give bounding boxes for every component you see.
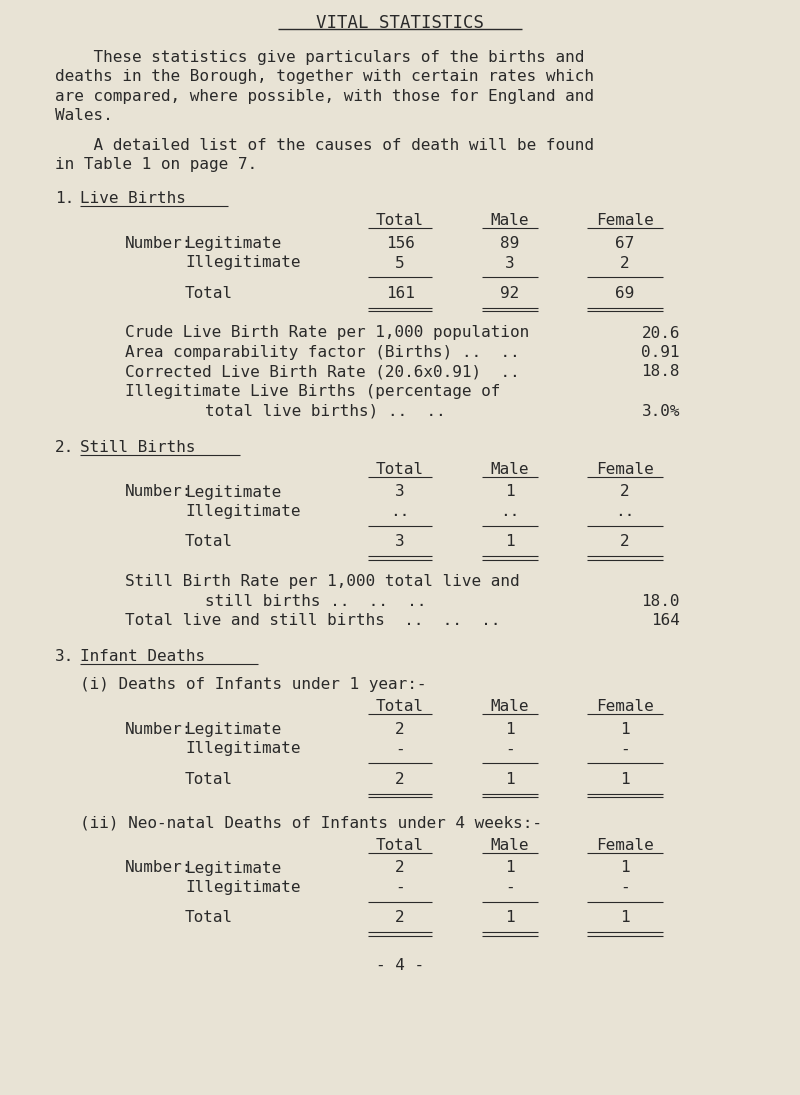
- Text: 2: 2: [395, 911, 405, 925]
- Text: 1.: 1.: [55, 191, 74, 206]
- Text: 1: 1: [620, 911, 630, 925]
- Text: 2: 2: [620, 255, 630, 270]
- Text: Infant Deaths: Infant Deaths: [80, 649, 205, 664]
- Text: Wales.: Wales.: [55, 108, 113, 124]
- Text: Female: Female: [596, 699, 654, 714]
- Text: Number:: Number:: [125, 861, 192, 876]
- Text: Total: Total: [185, 286, 233, 301]
- Text: -: -: [395, 880, 405, 895]
- Text: Legitimate: Legitimate: [185, 237, 282, 251]
- Text: Male: Male: [490, 214, 530, 228]
- Text: 2: 2: [620, 484, 630, 499]
- Text: 3: 3: [395, 534, 405, 550]
- Text: (ii) Neo-natal Deaths of Infants under 4 weeks:-: (ii) Neo-natal Deaths of Infants under 4…: [80, 816, 542, 830]
- Text: in Table 1 on page 7.: in Table 1 on page 7.: [55, 158, 257, 173]
- Text: ..: ..: [615, 504, 634, 519]
- Text: 3.0%: 3.0%: [642, 403, 680, 418]
- Text: -: -: [620, 741, 630, 757]
- Text: 3: 3: [395, 484, 405, 499]
- Text: -: -: [505, 880, 515, 895]
- Text: Number:: Number:: [125, 484, 192, 499]
- Text: 1: 1: [505, 911, 515, 925]
- Text: Total: Total: [185, 534, 233, 550]
- Text: (i) Deaths of Infants under 1 year:-: (i) Deaths of Infants under 1 year:-: [80, 677, 426, 692]
- Text: Female: Female: [596, 461, 654, 476]
- Text: 5: 5: [395, 255, 405, 270]
- Text: Total: Total: [376, 214, 424, 228]
- Text: 1: 1: [505, 861, 515, 876]
- Text: 0.91: 0.91: [642, 345, 680, 360]
- Text: 2: 2: [395, 861, 405, 876]
- Text: Illegitimate Live Births (percentage of: Illegitimate Live Births (percentage of: [125, 384, 500, 399]
- Text: 3.: 3.: [55, 649, 74, 664]
- Text: Illegitimate: Illegitimate: [185, 255, 301, 270]
- Text: 18.8: 18.8: [642, 365, 680, 380]
- Text: 20.6: 20.6: [642, 325, 680, 341]
- Text: Female: Female: [596, 838, 654, 853]
- Text: 1: 1: [505, 772, 515, 787]
- Text: -: -: [505, 741, 515, 757]
- Text: 69: 69: [615, 286, 634, 301]
- Text: - 4 -: - 4 -: [376, 958, 424, 973]
- Text: Illegitimate: Illegitimate: [185, 504, 301, 519]
- Text: Still Births: Still Births: [80, 439, 195, 454]
- Text: Live Births: Live Births: [80, 191, 186, 206]
- Text: 1: 1: [620, 722, 630, 737]
- Text: -: -: [395, 741, 405, 757]
- Text: Crude Live Birth Rate per 1,000 population: Crude Live Birth Rate per 1,000 populati…: [125, 325, 530, 341]
- Text: Corrected Live Birth Rate (20.6x0.91)  ..: Corrected Live Birth Rate (20.6x0.91) ..: [125, 365, 520, 380]
- Text: Illegitimate: Illegitimate: [185, 880, 301, 895]
- Text: total live births) ..  ..: total live births) .. ..: [205, 403, 446, 418]
- Text: Total: Total: [376, 461, 424, 476]
- Text: 1: 1: [505, 722, 515, 737]
- Text: Number:: Number:: [125, 722, 192, 737]
- Text: Legitimate: Legitimate: [185, 484, 282, 499]
- Text: 92: 92: [500, 286, 520, 301]
- Text: 2: 2: [395, 772, 405, 787]
- Text: 1: 1: [505, 484, 515, 499]
- Text: 156: 156: [386, 237, 414, 251]
- Text: 161: 161: [386, 286, 414, 301]
- Text: are compared, where possible, with those for England and: are compared, where possible, with those…: [55, 89, 594, 104]
- Text: 2: 2: [620, 534, 630, 550]
- Text: 2.: 2.: [55, 439, 74, 454]
- Text: 164: 164: [651, 613, 680, 629]
- Text: These statistics give particulars of the births and: These statistics give particulars of the…: [55, 50, 584, 65]
- Text: Legitimate: Legitimate: [185, 722, 282, 737]
- Text: 1: 1: [505, 534, 515, 550]
- Text: deaths in the Borough, together with certain rates which: deaths in the Borough, together with cer…: [55, 69, 594, 84]
- Text: Legitimate: Legitimate: [185, 861, 282, 876]
- Text: Male: Male: [490, 838, 530, 853]
- Text: still births ..  ..  ..: still births .. .. ..: [205, 593, 426, 609]
- Text: -: -: [620, 880, 630, 895]
- Text: Male: Male: [490, 461, 530, 476]
- Text: VITAL STATISTICS: VITAL STATISTICS: [316, 14, 484, 32]
- Text: 67: 67: [615, 237, 634, 251]
- Text: Total: Total: [376, 699, 424, 714]
- Text: 89: 89: [500, 237, 520, 251]
- Text: 1: 1: [620, 772, 630, 787]
- Text: 2: 2: [395, 722, 405, 737]
- Text: Area comparability factor (Births) ..  ..: Area comparability factor (Births) .. ..: [125, 345, 520, 360]
- Text: Female: Female: [596, 214, 654, 228]
- Text: 18.0: 18.0: [642, 593, 680, 609]
- Text: 1: 1: [620, 861, 630, 876]
- Text: 3: 3: [505, 255, 515, 270]
- Text: ..: ..: [390, 504, 410, 519]
- Text: Number:: Number:: [125, 237, 192, 251]
- Text: A detailed list of the causes of death will be found: A detailed list of the causes of death w…: [55, 138, 594, 153]
- Text: ..: ..: [500, 504, 520, 519]
- Text: Total: Total: [376, 838, 424, 853]
- Text: Total: Total: [185, 911, 233, 925]
- Text: Total: Total: [185, 772, 233, 787]
- Text: Still Birth Rate per 1,000 total live and: Still Birth Rate per 1,000 total live an…: [125, 574, 520, 589]
- Text: Total live and still births  ..  ..  ..: Total live and still births .. .. ..: [125, 613, 500, 629]
- Text: Male: Male: [490, 699, 530, 714]
- Text: Illegitimate: Illegitimate: [185, 741, 301, 757]
